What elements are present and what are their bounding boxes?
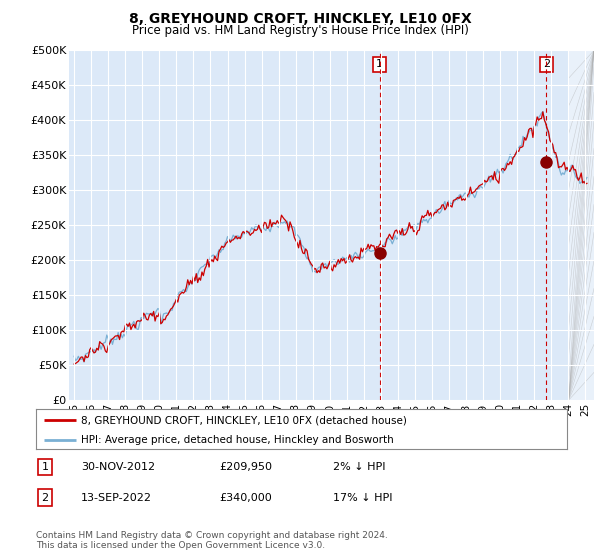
Text: Price paid vs. HM Land Registry's House Price Index (HPI): Price paid vs. HM Land Registry's House … <box>131 24 469 36</box>
Text: 1: 1 <box>41 462 49 472</box>
Text: 17% ↓ HPI: 17% ↓ HPI <box>333 493 392 503</box>
Text: 2: 2 <box>41 493 49 503</box>
Text: 8, GREYHOUND CROFT, HINCKLEY, LE10 0FX (detached house): 8, GREYHOUND CROFT, HINCKLEY, LE10 0FX (… <box>81 415 407 425</box>
Text: HPI: Average price, detached house, Hinckley and Bosworth: HPI: Average price, detached house, Hinc… <box>81 435 394 445</box>
Text: Contains HM Land Registry data © Crown copyright and database right 2024.
This d: Contains HM Land Registry data © Crown c… <box>36 531 388 550</box>
Text: 2% ↓ HPI: 2% ↓ HPI <box>333 462 386 472</box>
Text: 1: 1 <box>376 59 383 69</box>
Text: £340,000: £340,000 <box>219 493 272 503</box>
Text: 13-SEP-2022: 13-SEP-2022 <box>81 493 152 503</box>
Text: 2: 2 <box>543 59 550 69</box>
Text: 30-NOV-2012: 30-NOV-2012 <box>81 462 155 472</box>
Text: 8, GREYHOUND CROFT, HINCKLEY, LE10 0FX: 8, GREYHOUND CROFT, HINCKLEY, LE10 0FX <box>128 12 472 26</box>
Text: £209,950: £209,950 <box>219 462 272 472</box>
